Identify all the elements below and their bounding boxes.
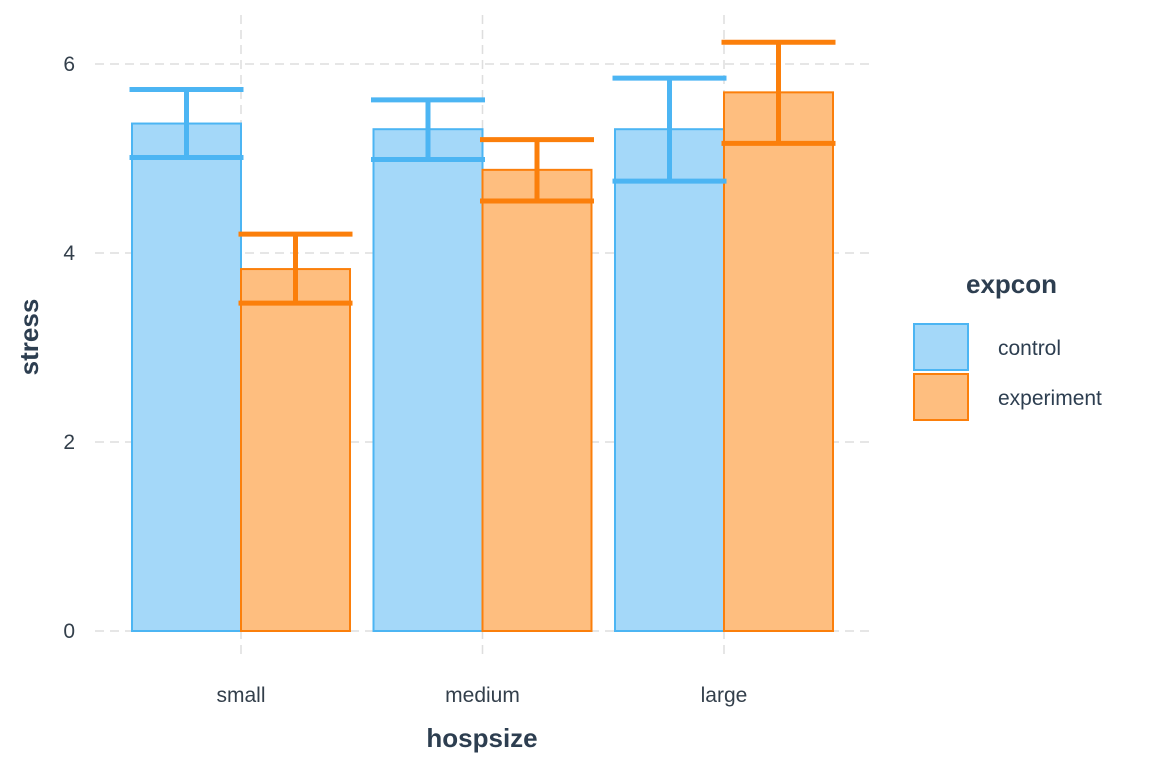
error-bar-control-large [612, 75, 727, 184]
bar-experiment-small [240, 268, 351, 632]
legend-label-experiment: experiment [998, 387, 1102, 410]
x-tick-label: medium [445, 684, 520, 707]
bar-control-large [614, 128, 725, 633]
legend-key-experiment [913, 373, 969, 421]
legend-key-control [913, 323, 969, 371]
y-tick-label: 4 [63, 242, 75, 265]
y-tick-label: 6 [63, 53, 75, 76]
error-bar-experiment-medium [480, 137, 594, 204]
error-bar-control-small [129, 87, 244, 161]
legend: expcon control experiment [913, 269, 1102, 421]
legend-label-control: control [998, 337, 1061, 360]
bar-control-medium [372, 128, 484, 633]
bar-experiment-large [723, 91, 834, 633]
legend-title: expcon [966, 269, 1057, 299]
x-tick-label: small [216, 684, 265, 707]
bar-experiment-medium [481, 168, 593, 632]
x-axis-title: hospsize [426, 723, 537, 753]
error-bar-control-medium [371, 97, 485, 162]
y-tick-label: 2 [63, 431, 75, 454]
x-tick-label: large [701, 684, 748, 707]
bar-control-small [131, 122, 242, 632]
bars [131, 91, 834, 633]
y-tick-label: 0 [63, 620, 75, 643]
error-bar-experiment-small [238, 231, 353, 306]
error-bar-experiment-large [721, 39, 836, 146]
y-axis-title: stress [14, 299, 44, 376]
tick-labels: 0 2 4 6 small medium large [63, 53, 747, 707]
error-bars [129, 39, 836, 306]
